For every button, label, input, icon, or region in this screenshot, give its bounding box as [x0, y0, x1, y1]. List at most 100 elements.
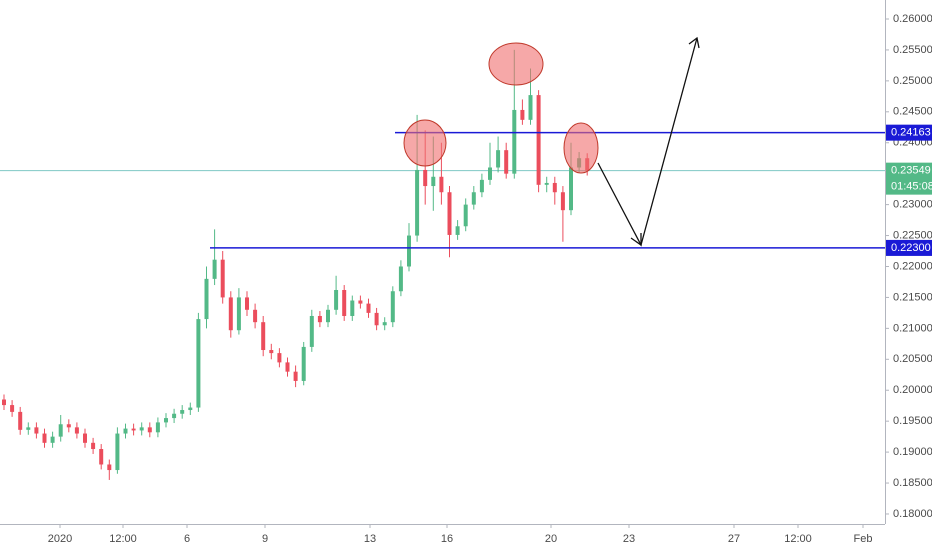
candle-body: [131, 428, 136, 431]
y-tick-label: 0.24500: [893, 106, 932, 118]
candle-body: [18, 411, 23, 430]
y-tick-label: 0.18500: [893, 477, 932, 489]
y-tick-label: 0.22500: [893, 229, 932, 241]
candle-body: [155, 422, 160, 433]
candle-body: [10, 405, 15, 412]
x-tick-label: 2020: [48, 533, 72, 545]
candle-body: [471, 192, 476, 205]
candle-body: [204, 278, 209, 320]
level-label-box: [886, 239, 932, 256]
x-tick-label: 9: [262, 533, 268, 545]
axes: 0.260000.255000.250000.245000.240000.235…: [48, 13, 932, 545]
level-label: 0.24163: [891, 127, 931, 139]
y-tick-label: 0.20000: [893, 384, 932, 396]
candle-body: [99, 449, 104, 465]
last-price-box: [886, 162, 932, 195]
candle-body: [366, 303, 371, 313]
candle-body: [228, 297, 233, 331]
candle-body: [488, 167, 492, 180]
candle-body: [188, 407, 193, 411]
y-tick-label: 0.19500: [893, 415, 932, 427]
candle-body: [58, 424, 63, 437]
y-tick-label: 0.23000: [893, 199, 932, 211]
candle-body: [569, 167, 573, 211]
candle-body: [50, 436, 55, 443]
y-tick-label: 0.21500: [893, 291, 932, 303]
candle-body: [269, 350, 274, 354]
annotations: [403, 36, 700, 247]
candle-body: [66, 424, 71, 428]
x-tick-label: Feb: [854, 533, 873, 545]
candle-body: [479, 179, 484, 193]
x-tick-label: 6: [184, 533, 190, 545]
candle-body: [107, 464, 112, 471]
candle-body: [334, 289, 339, 310]
candle-body: [382, 322, 387, 326]
candle-body: [317, 315, 322, 323]
y-tick-label: 0.20500: [893, 353, 932, 365]
candle-body: [42, 433, 47, 443]
candle-body: [2, 399, 6, 406]
candle-body: [253, 309, 258, 323]
candle-body: [326, 309, 330, 323]
candle-body: [220, 259, 225, 298]
candle-body: [309, 315, 314, 347]
candle-body: [196, 319, 201, 408]
candle-body: [358, 300, 363, 304]
arrow-head: [630, 233, 642, 247]
candle-body: [560, 192, 565, 211]
candle-body: [342, 289, 347, 316]
candle-body: [544, 182, 549, 185]
candle-body: [301, 346, 306, 381]
candle-body: [212, 259, 217, 279]
candle-body: [350, 300, 355, 316]
pattern-circle: [488, 42, 544, 86]
level-label-box: [886, 124, 932, 141]
x-tick-label: 16: [441, 533, 453, 545]
pattern-circle: [403, 119, 447, 167]
candle-body: [236, 297, 241, 331]
countdown-label: 01:45:08: [891, 181, 932, 193]
candle-body: [74, 427, 79, 434]
candle-body: [34, 427, 39, 434]
x-tick-label: 12:00: [109, 533, 137, 545]
candle-body: [552, 182, 557, 193]
candle-body: [172, 413, 177, 419]
y-tick-label: 0.22000: [893, 260, 932, 272]
candle-body: [245, 297, 249, 310]
candle-body: [115, 433, 120, 471]
y-tick-label: 0.26000: [893, 13, 932, 25]
candle-body: [455, 226, 460, 235]
pattern-circle: [563, 122, 599, 174]
candle-body: [180, 410, 185, 414]
candle-body: [139, 427, 144, 431]
candle-body: [390, 291, 395, 323]
candle-body: [439, 176, 444, 193]
candle-body: [374, 312, 379, 326]
y-tick-label: 0.25000: [893, 75, 932, 87]
plot: [0, 49, 885, 480]
x-tick-label: 27: [728, 533, 740, 545]
candle-body: [285, 362, 290, 372]
candle-body: [431, 176, 436, 187]
y-tick-label: 0.18000: [893, 508, 932, 520]
candle-body: [147, 427, 152, 433]
candle-body: [536, 95, 541, 185]
x-tick-label: 23: [623, 533, 635, 545]
x-tick-label: 20: [545, 533, 557, 545]
candle-body: [26, 427, 31, 430]
candle-body: [123, 428, 128, 434]
candle-body: [415, 169, 420, 236]
x-tick-label: 13: [364, 533, 376, 545]
candle-body: [398, 266, 403, 292]
candle-body: [463, 204, 468, 227]
y-tick-label: 0.19000: [893, 446, 932, 458]
candle-body: [91, 442, 96, 450]
y-tick-label: 0.25500: [893, 44, 932, 56]
candle-body: [504, 150, 509, 174]
candle-body: [423, 169, 428, 187]
candle-body: [261, 322, 266, 351]
candle-body: [496, 150, 501, 168]
